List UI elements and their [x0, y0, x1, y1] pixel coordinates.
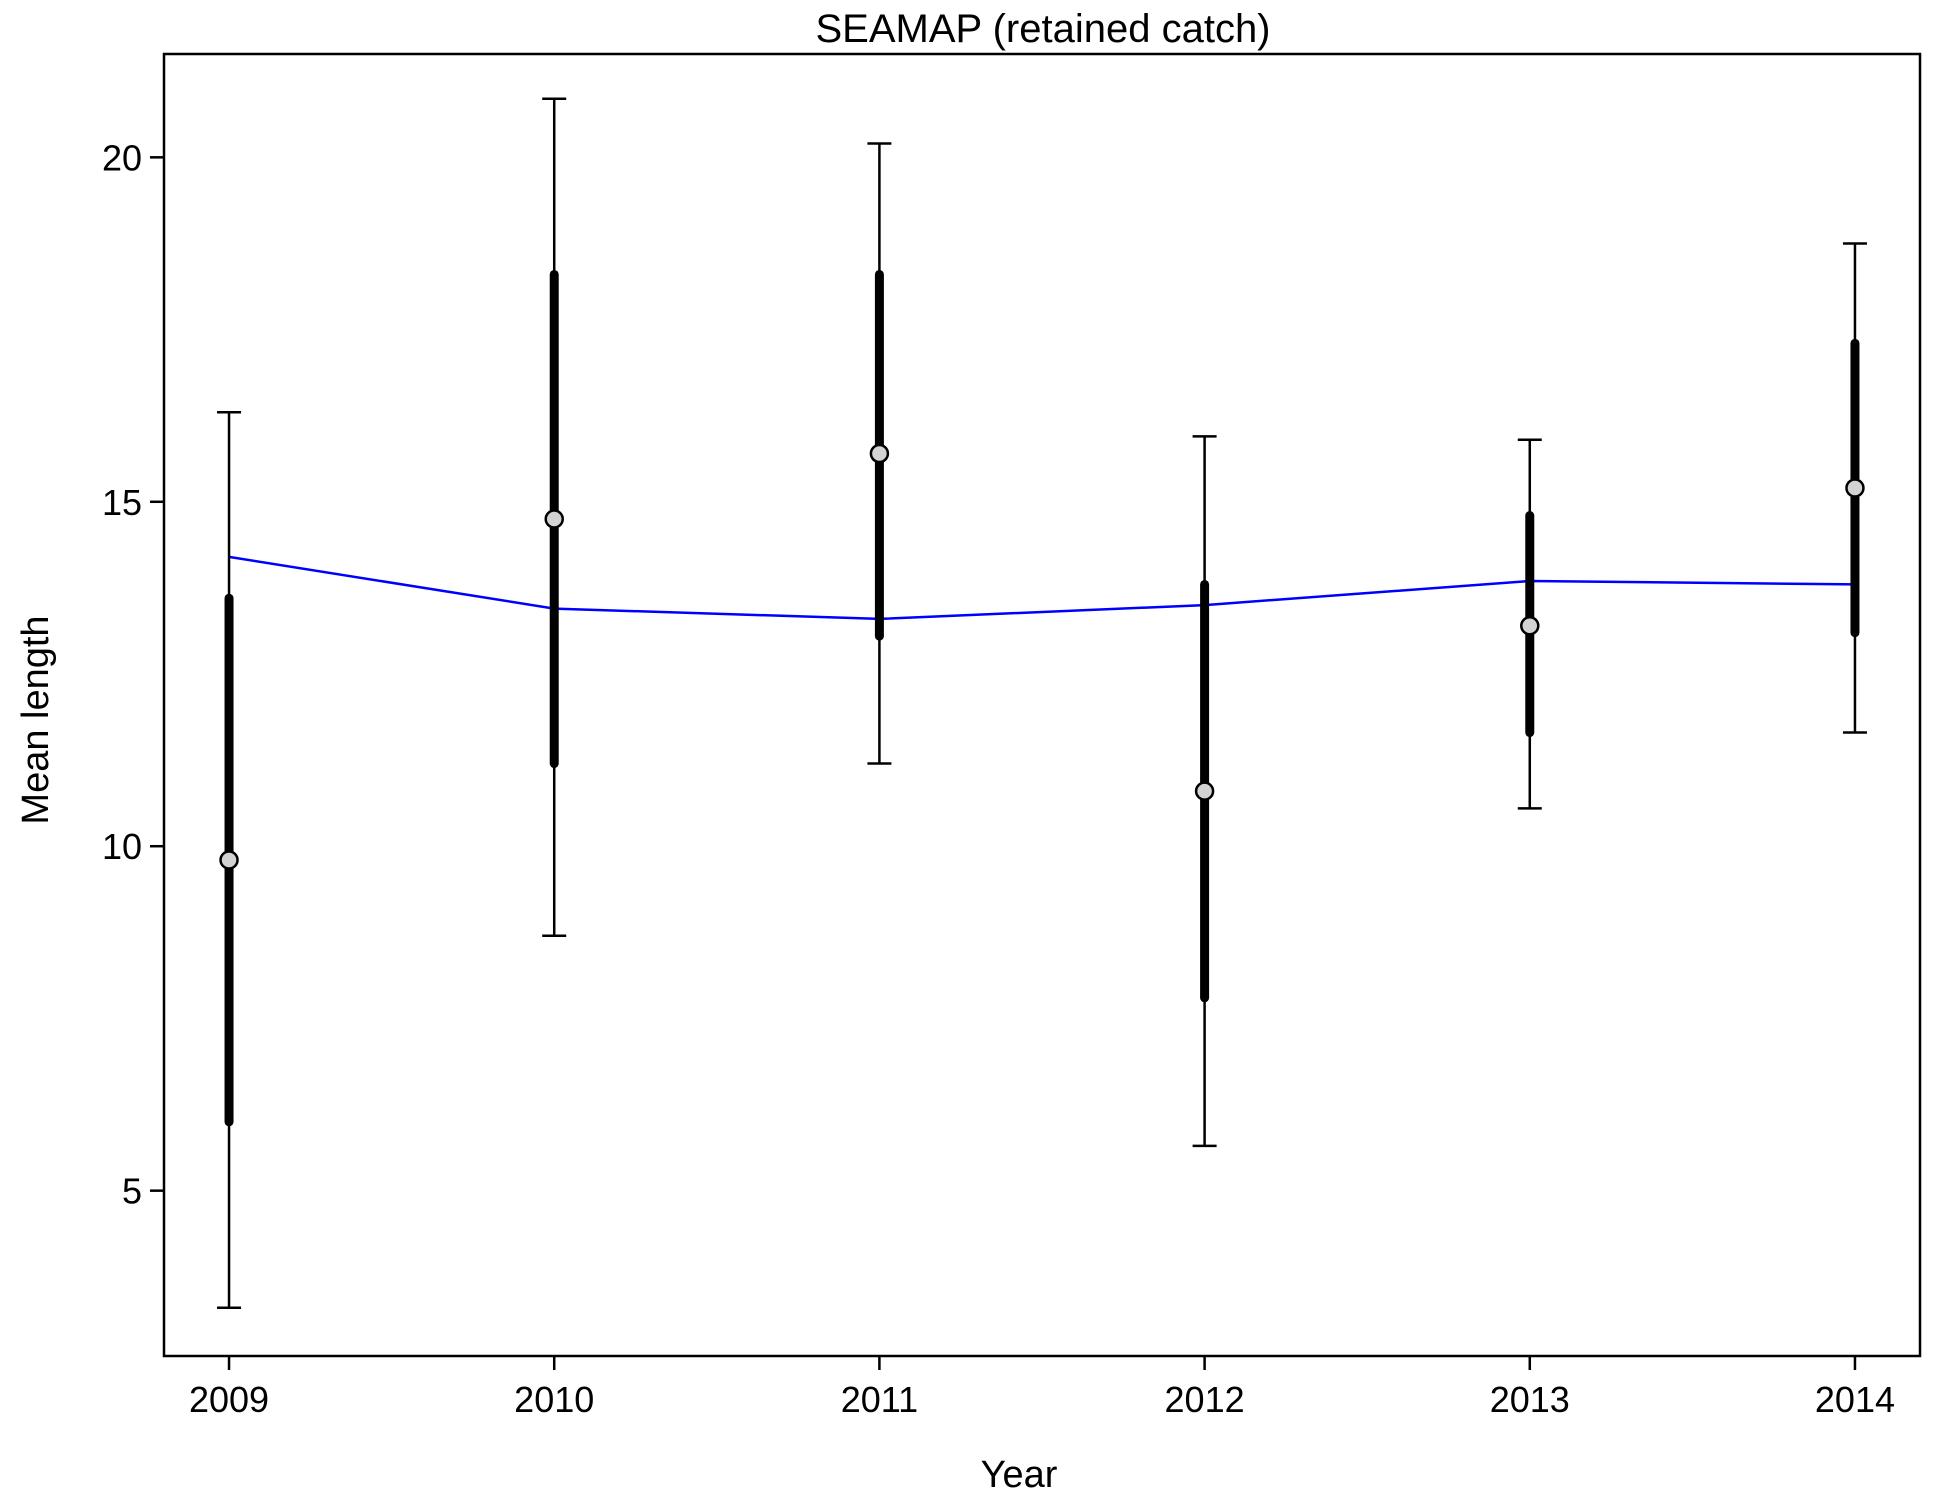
x-axis-label: Year — [981, 1454, 1058, 1496]
expected-line-series — [228, 555, 1856, 621]
y-tick-label: 20 — [102, 137, 142, 178]
observed-point — [869, 443, 890, 464]
observation-2010 — [542, 97, 567, 938]
x-tick-label: 2012 — [1165, 1379, 1245, 1420]
x-tick-label: 2010 — [514, 1379, 594, 1420]
observed-point — [219, 850, 239, 870]
observation-2012 — [1192, 435, 1217, 1148]
expected-line — [228, 555, 1856, 621]
y-tick-label: 10 — [102, 826, 142, 867]
observed-point — [544, 509, 564, 529]
plot-frame — [162, 52, 1922, 1358]
x-tick-label: 2013 — [1490, 1379, 1570, 1420]
observation-2014 — [1842, 242, 1867, 734]
x-tick-label: 2011 — [841, 1379, 918, 1420]
observed-point — [1520, 616, 1540, 636]
observation-2011 — [867, 142, 892, 765]
observation-2009 — [217, 410, 242, 1310]
y-axis: 5 10 15 20 — [102, 137, 164, 1212]
y-tick-label: 15 — [102, 482, 142, 523]
x-axis: 2009 2010 2011 2012 2013 2014 — [189, 1356, 1895, 1420]
chart-title: SEAMAP (retained catch) — [815, 7, 1270, 51]
x-tick-label: 2009 — [189, 1379, 269, 1420]
observed-point — [1845, 478, 1865, 498]
y-axis-label: Mean length — [15, 615, 57, 824]
observed-point — [1194, 781, 1215, 801]
x-tick-label: 2014 — [1815, 1379, 1895, 1420]
observed-series — [217, 97, 1867, 1310]
y-tick-label: 5 — [122, 1171, 142, 1212]
observation-2013 — [1517, 438, 1542, 810]
